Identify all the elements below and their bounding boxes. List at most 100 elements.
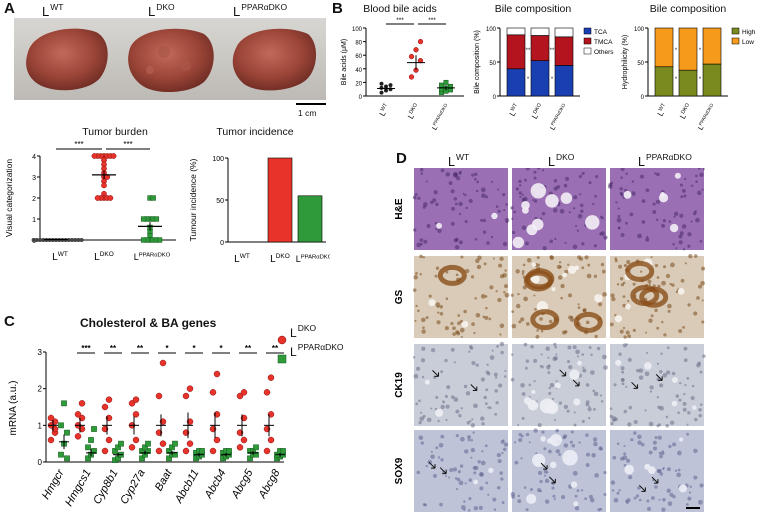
histology-nucleus (619, 276, 624, 281)
histology-nucleus (480, 460, 486, 466)
histology-nucleus (526, 322, 530, 326)
histology-nucleus (498, 383, 503, 388)
histology-nucleus (683, 346, 688, 351)
pc-point-dko (240, 436, 248, 444)
histology-nucleus (661, 320, 664, 324)
histology-nucleus (645, 237, 650, 242)
histology-nucleus (420, 441, 424, 445)
gs-stain-region (530, 309, 560, 331)
histology-nucleus (677, 468, 681, 472)
liver-ppara-dko (232, 28, 317, 91)
pc-point-dko (267, 374, 275, 381)
histology-nucleus (645, 331, 648, 334)
histology-nucleus (614, 259, 618, 263)
histology-nucleus (581, 353, 585, 356)
histology-nucleus (684, 177, 687, 181)
histology-nucleus (421, 329, 426, 334)
histology-nucleus (576, 355, 579, 358)
histology-nucleus (687, 496, 692, 501)
bc-legend-label: TCA (594, 29, 608, 36)
histology-nucleus (502, 193, 506, 197)
histology-nucleus (575, 224, 578, 228)
histology-nucleus (701, 188, 704, 191)
histology-nucleus (686, 376, 690, 380)
histology-nucleus (555, 449, 560, 454)
pc-point-ppara (88, 437, 94, 443)
histology-nucleus (503, 375, 507, 378)
histology-nucleus (620, 377, 625, 382)
histology-nucleus (454, 245, 460, 250)
histology-nucleus (422, 205, 426, 209)
histology-nucleus (701, 299, 704, 302)
histology-nucleus (470, 423, 475, 428)
histology-nucleus (572, 345, 577, 350)
histology-nucleus (593, 274, 598, 278)
histology-nucleus (544, 499, 550, 504)
histology-nucleus (444, 394, 448, 399)
histology-nucleus (413, 373, 419, 379)
histology-nucleus (548, 449, 552, 454)
histology-nucleus (489, 285, 494, 290)
bc-bar-segment (530, 27, 550, 36)
histology-nucleus (432, 198, 437, 203)
pc-point-dko (159, 359, 167, 367)
histology-nucleus (521, 272, 524, 276)
histology-vacuole (436, 222, 443, 229)
histology-nucleus (673, 215, 676, 218)
histology-nucleus (592, 203, 595, 206)
histology-nucleus (679, 231, 684, 236)
gs-stain-region (523, 270, 553, 292)
histology-nucleus (665, 273, 671, 279)
histology-arrow-icon (540, 462, 548, 470)
histology-tile (414, 168, 508, 250)
histology-nucleus (694, 417, 698, 422)
histology-vacuole (625, 303, 631, 310)
histology-nucleus (672, 242, 675, 246)
histology-nucleus (618, 489, 621, 492)
pc-point-dko (128, 400, 136, 407)
histology-nucleus (613, 497, 619, 503)
histology-nucleus (448, 476, 451, 479)
bb-y-tick-label: 100 (352, 27, 363, 33)
histology-nucleus (688, 491, 692, 494)
histology-nucleus (682, 248, 686, 251)
bc-legend-swatch (583, 47, 592, 55)
histology-nucleus (520, 382, 525, 388)
tb-xlabel-wt: LWT (52, 251, 68, 263)
histology-nucleus (600, 262, 605, 267)
histology-nucleus (558, 401, 563, 405)
histology-nucleus (582, 366, 585, 369)
histology-nucleus (682, 407, 687, 412)
histology-nucleus (679, 382, 682, 385)
histology-nucleus (523, 296, 528, 302)
histology-nucleus (534, 307, 537, 311)
histology-nucleus (463, 500, 466, 503)
histology-nucleus (672, 494, 676, 499)
bc-legend-label: TMCA (594, 39, 613, 46)
pc-sig: ** (137, 344, 144, 353)
histology-nucleus (478, 472, 484, 477)
histology-nucleus (579, 203, 584, 208)
histology-nucleus (483, 395, 487, 400)
histology-nucleus (573, 423, 577, 427)
histology-nucleus (638, 368, 644, 373)
histology-nucleus (699, 483, 704, 488)
histology-nucleus (486, 363, 489, 366)
histology-nucleus (610, 480, 616, 485)
histology-nucleus (648, 283, 651, 286)
histology-nucleus (681, 188, 686, 193)
tumor-nodule-1 (158, 46, 170, 58)
histology-nucleus (683, 358, 688, 363)
pc-point-ppara (112, 448, 118, 454)
histology-nucleus (499, 341, 505, 347)
pc-point-dko (236, 392, 244, 400)
histology-grid: H&E GS CK19 SOX9 (394, 168, 706, 512)
histology-nucleus (609, 407, 613, 410)
histology-nucleus (425, 316, 429, 320)
pc-gene-label: Abcg5 (229, 467, 256, 502)
histology-nucleus (598, 446, 603, 451)
histology-nucleus (674, 211, 679, 216)
histology-row-label: GS (394, 289, 405, 304)
histology-nucleus (551, 486, 555, 490)
histology-nucleus (652, 209, 657, 214)
